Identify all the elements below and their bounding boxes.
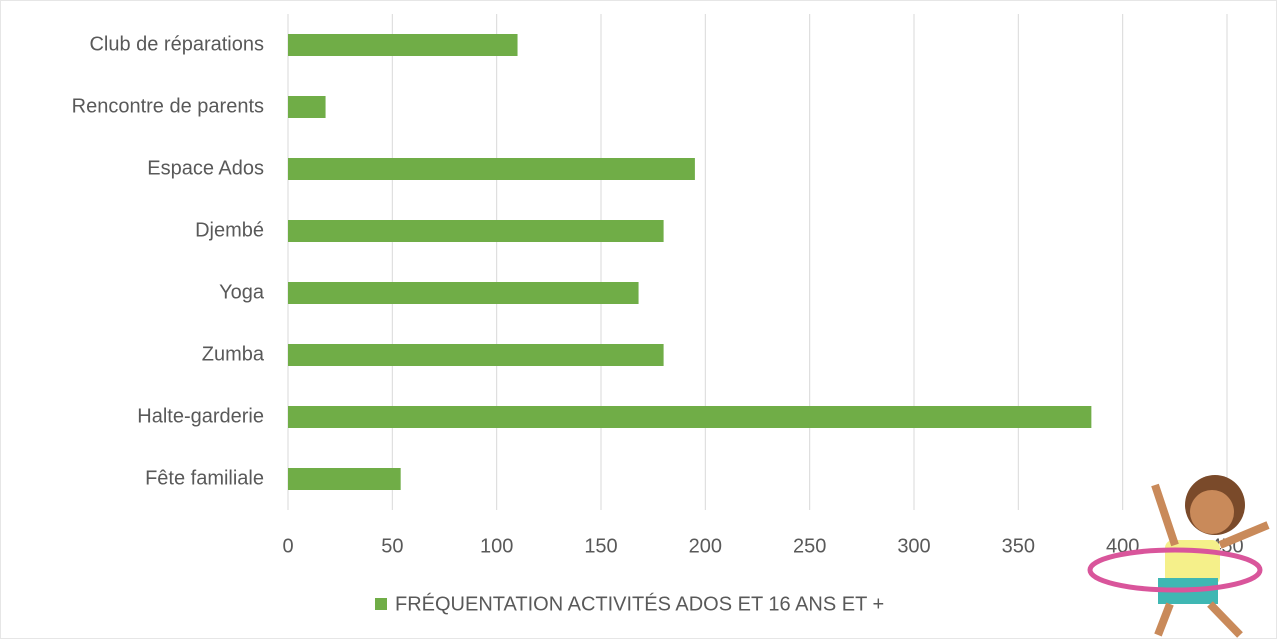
illustration bbox=[1087, 475, 1270, 638]
y-tick-label: Fête familiale bbox=[145, 467, 264, 489]
y-tick-label: Club de réparations bbox=[89, 33, 264, 55]
figure-leg bbox=[1207, 601, 1243, 638]
figure-face bbox=[1190, 490, 1234, 534]
bar bbox=[288, 468, 401, 490]
y-tick-label: Halte-garderie bbox=[137, 405, 264, 427]
hoop bbox=[1087, 547, 1263, 593]
x-tick-label: 300 bbox=[897, 535, 930, 557]
figure-arm bbox=[1218, 521, 1270, 549]
bar bbox=[288, 96, 326, 118]
y-tick-label: Zumba bbox=[202, 343, 265, 365]
x-tick-label: 100 bbox=[480, 535, 513, 557]
x-tick-label: 200 bbox=[689, 535, 722, 557]
bar bbox=[288, 158, 695, 180]
x-tick-label: 350 bbox=[1002, 535, 1035, 557]
figure-leg bbox=[1154, 602, 1174, 637]
bar bbox=[288, 406, 1092, 428]
bar bbox=[288, 34, 518, 56]
legend-label: FRÉQUENTATION ACTIVITÉS ADOS ET 16 ANS E… bbox=[395, 592, 884, 615]
x-tick-label: 0 bbox=[282, 535, 293, 557]
y-tick-label: Rencontre de parents bbox=[72, 95, 264, 117]
figure-arm bbox=[1151, 483, 1179, 547]
y-tick-label: Yoga bbox=[219, 281, 265, 303]
x-tick-label: 50 bbox=[381, 535, 403, 557]
bar bbox=[288, 220, 664, 242]
x-tick-label: 250 bbox=[793, 535, 826, 557]
y-tick-label: Djembé bbox=[195, 219, 264, 241]
x-tick-label: 150 bbox=[584, 535, 617, 557]
y-tick-label: Espace Ados bbox=[147, 157, 264, 179]
legend-swatch bbox=[375, 598, 387, 610]
bar bbox=[288, 282, 639, 304]
bar bbox=[288, 344, 664, 366]
